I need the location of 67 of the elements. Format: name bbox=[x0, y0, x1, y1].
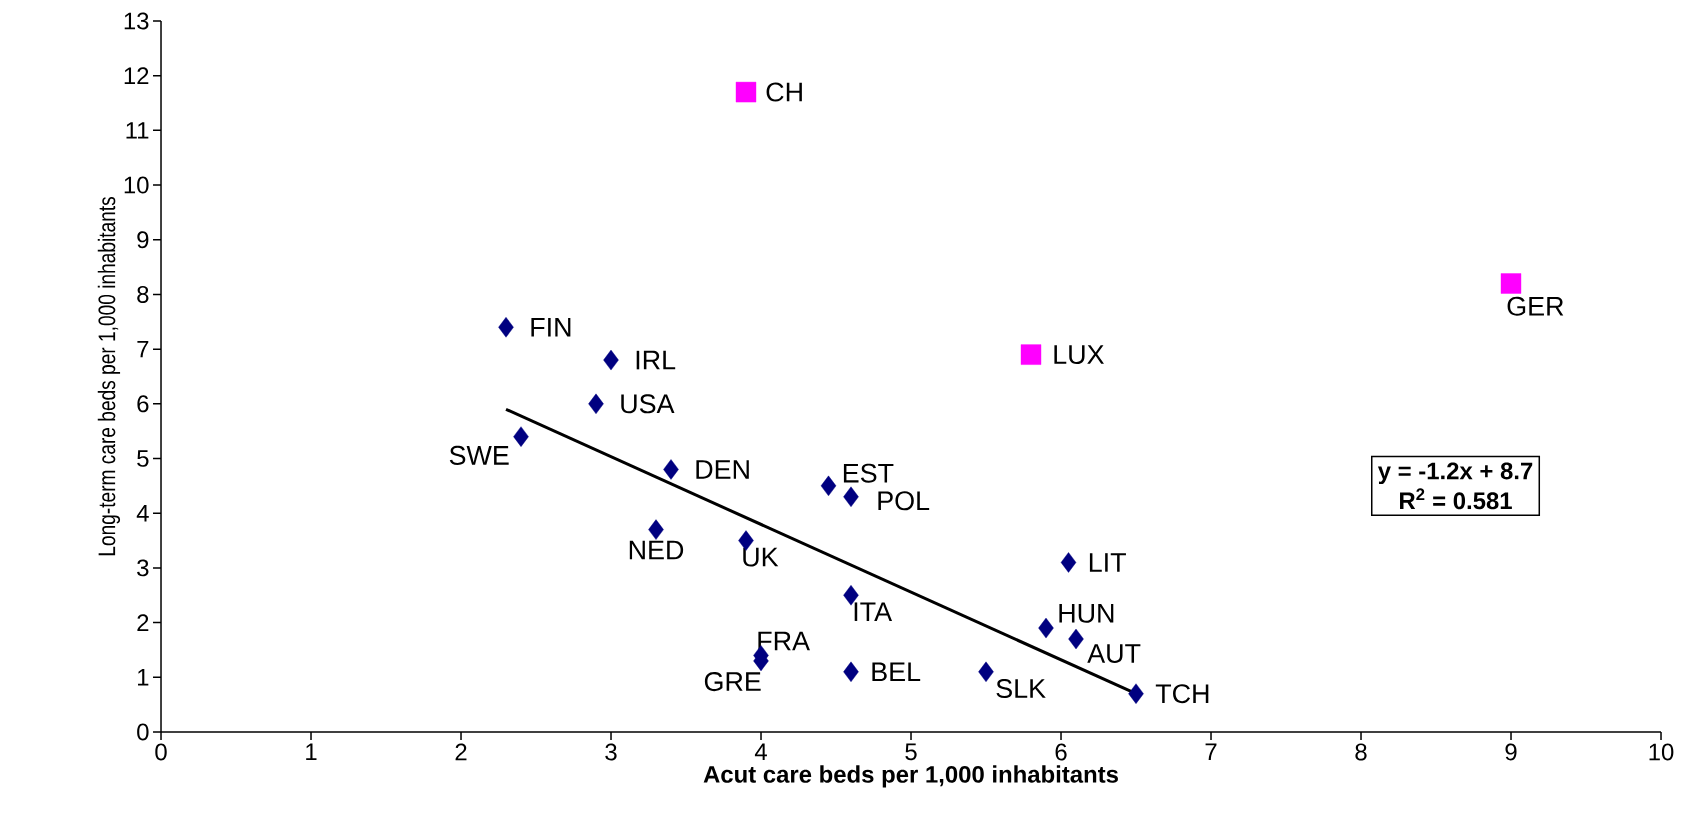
point bbox=[1128, 683, 1144, 704]
y-tick-label: 10 bbox=[124, 176, 149, 194]
point bbox=[648, 519, 664, 540]
point bbox=[843, 486, 859, 508]
x-tick-label: 0 bbox=[155, 743, 167, 761]
x-tick-label: 4 bbox=[754, 743, 767, 760]
point bbox=[588, 393, 604, 415]
point bbox=[1020, 344, 1042, 365]
y-tick-label: 3 bbox=[137, 559, 149, 577]
annotation: IRL bbox=[636, 350, 676, 370]
annotation: HUN bbox=[1059, 604, 1114, 623]
y-tick-label: 13 bbox=[124, 12, 149, 30]
annotation: NED bbox=[629, 540, 684, 560]
y-tick-label: 6 bbox=[137, 395, 149, 413]
y-tick-label: 1 bbox=[138, 669, 149, 686]
y-tick-label: 4 bbox=[136, 504, 149, 522]
x-tick-label: 2 bbox=[455, 743, 467, 761]
y-tick-label: 0 bbox=[137, 723, 149, 741]
x-tick-label: 6 bbox=[1055, 743, 1067, 761]
point bbox=[820, 475, 837, 497]
annotation: EST bbox=[843, 463, 894, 483]
annotation: FRA bbox=[758, 631, 810, 651]
point bbox=[978, 661, 994, 683]
y-tick-label: 9 bbox=[137, 231, 149, 249]
x-tick-label: 5 bbox=[905, 743, 917, 761]
annotation: SWE bbox=[449, 445, 509, 465]
y-tick-label: 8 bbox=[137, 285, 149, 303]
x-tick-label: 10 bbox=[1649, 743, 1674, 761]
y-tick-label: 5 bbox=[137, 450, 149, 467]
annotation: GRE bbox=[704, 672, 761, 692]
annotation: UK bbox=[743, 547, 779, 567]
annotation: SLK bbox=[996, 679, 1046, 699]
annotation: R$^{2}$ = 0.581 bbox=[1400, 488, 1512, 510]
annotation: BEL bbox=[872, 662, 921, 682]
annotation: CH bbox=[766, 82, 802, 102]
point bbox=[1068, 628, 1084, 650]
point bbox=[1500, 273, 1522, 294]
annotation: USA bbox=[621, 394, 675, 414]
y-tick-label: 7 bbox=[137, 340, 149, 358]
annotation: LUX bbox=[1054, 345, 1104, 364]
annotation: y = -1.2x + 8.7 bbox=[1377, 462, 1533, 485]
point bbox=[513, 426, 529, 447]
x-tick-label: 3 bbox=[605, 743, 617, 761]
annotation: TCH bbox=[1155, 684, 1209, 704]
x-tick-label: 7 bbox=[1205, 743, 1217, 760]
point bbox=[735, 81, 757, 103]
annotation: LIT bbox=[1089, 553, 1126, 572]
point bbox=[1060, 552, 1077, 573]
point bbox=[843, 661, 859, 683]
annotation: DEN bbox=[696, 460, 749, 479]
annotation: AUT bbox=[1087, 644, 1141, 663]
x-tick-label: 8 bbox=[1355, 743, 1367, 761]
y-tick-label: 2 bbox=[137, 614, 149, 631]
x-axis-title: Acut care beds per 1,000 inhabitants bbox=[703, 765, 1118, 788]
point bbox=[1038, 617, 1054, 639]
y-tick-label: 12 bbox=[124, 67, 149, 85]
point bbox=[603, 349, 619, 371]
x-tick-label: 9 bbox=[1505, 743, 1517, 761]
y-axis-title: Long-term care beds per 1,000 inhabitants bbox=[97, 197, 121, 556]
annotation: GER bbox=[1507, 296, 1564, 316]
annotation: ITA bbox=[854, 602, 893, 621]
x-tick-label: 1 bbox=[306, 743, 317, 760]
y-tick-label: 11 bbox=[126, 122, 149, 139]
annotation: FIN bbox=[531, 318, 571, 337]
point bbox=[663, 459, 679, 480]
annotation: POL bbox=[878, 491, 930, 511]
point bbox=[498, 317, 514, 338]
